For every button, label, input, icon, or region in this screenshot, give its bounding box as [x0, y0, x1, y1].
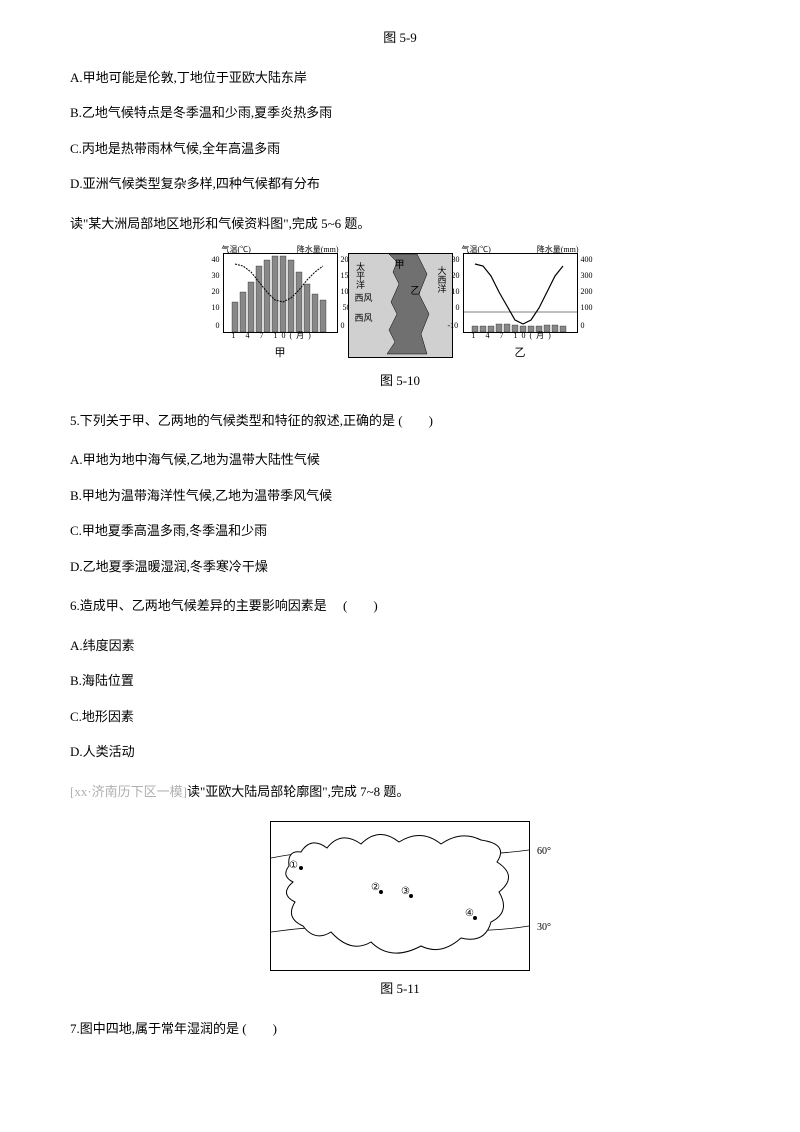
eurasia-map: ① ② ③ ④ 60° 30° — [270, 821, 530, 971]
chart-jia-ls-4: 0 — [216, 320, 220, 332]
chart-yi-ls-4: -10 — [448, 320, 459, 332]
chart-jia-ls-1: 30 — [212, 270, 220, 282]
center-map: 甲 乙 太平洋 大西洋 西风 西风 — [348, 253, 453, 358]
map-lat-60: 60° — [537, 844, 551, 859]
chart-jia-bars — [232, 256, 326, 332]
map-point-label-3: ③ — [401, 884, 410, 899]
chart-jia-rs-4: 0 — [341, 320, 345, 332]
q5-option-d: D.乙地夏季温暖湿润,冬季寒冷干燥 — [70, 557, 730, 577]
chart-yi-rs-4: 0 — [581, 320, 585, 332]
chart-jia-caption: 甲 — [223, 345, 338, 362]
map-label-westwind1: 西风 — [355, 292, 373, 306]
map-point-label-1: ① — [289, 858, 298, 873]
chart-jia-ls-0: 40 — [212, 254, 220, 266]
chart-yi-ls-2: 10 — [452, 286, 460, 298]
chart-yi-rs-0: 400 — [581, 254, 593, 266]
figure-5-11: ① ② ③ ④ 60° 30° — [70, 821, 730, 971]
chart-yi-rs-2: 200 — [581, 286, 593, 298]
q5-option-a: A.甲地为地中海气候,乙地为温带大陆性气候 — [70, 450, 730, 470]
chart-jia-ls-2: 20 — [212, 286, 220, 298]
figure-label-5-9: 图 5-9 — [70, 28, 730, 48]
eurasia-map-svg — [271, 822, 529, 970]
chart-yi-ls-1: 20 — [452, 270, 460, 282]
chart-yi-temp-line — [475, 264, 563, 324]
q4-option-a: A.甲地可能是伦敦,丁地位于亚欧大陆东岸 — [70, 68, 730, 88]
map-label-pacific: 太平洋 — [353, 262, 367, 289]
q7-8-intro-rest: 读"亚欧大陆局部轮廓图",完成 7~8 题。 — [187, 784, 409, 799]
q5-stem: 5.下列关于甲、乙两地的气候类型和特征的叙述,正确的是 ( ) — [70, 411, 730, 431]
figure-5-10-row: 气温(℃) 降水量(mm) 40 30 20 10 0 200 150 100 … — [70, 253, 730, 363]
chart-jia-xticks: 1 4 7 10(月) — [232, 330, 315, 342]
chart-yi-caption: 乙 — [463, 345, 578, 362]
chart-jia-ls-3: 10 — [212, 302, 220, 314]
point-1 — [299, 866, 303, 870]
chart-jia: 气温(℃) 降水量(mm) 40 30 20 10 0 200 150 100 … — [223, 253, 338, 363]
q6-option-d: D.人类活动 — [70, 742, 730, 762]
q5-option-b: B.甲地为温带海洋性气候,乙地为温带季风气候 — [70, 486, 730, 506]
chart-yi: 气温(℃) 降水量(mm) 30 20 10 0 -10 400 300 200… — [463, 253, 578, 363]
chart-yi-rs-3: 100 — [581, 302, 593, 314]
chart-yi-xticks: 1 4 7 10(月) — [472, 330, 555, 342]
q4-option-d: D.亚洲气候类型复杂多样,四种气候都有分布 — [70, 174, 730, 194]
chart-jia-frame: 气温(℃) 降水量(mm) 40 30 20 10 0 200 150 100 … — [223, 253, 338, 333]
q6-option-c: C.地形因素 — [70, 707, 730, 727]
map-lat-30: 30° — [537, 920, 551, 935]
chart-yi-ls-0: 30 — [452, 254, 460, 266]
q7-8-source: [xx·济南历下区一模] — [70, 784, 187, 799]
chart-jia-svg — [224, 254, 337, 332]
q6-option-a: A.纬度因素 — [70, 636, 730, 656]
chart-yi-rs-1: 300 — [581, 270, 593, 282]
figure-label-5-10: 图 5-10 — [70, 371, 730, 391]
map-label-jia: 甲 — [395, 258, 405, 273]
q7-8-intro: [xx·济南历下区一模]读"亚欧大陆局部轮廓图",完成 7~8 题。 — [70, 782, 730, 802]
q4-option-b: B.乙地气候特点是冬季温和少雨,夏季炎热多雨 — [70, 103, 730, 123]
q5-option-c: C.甲地夏季高温多雨,冬季温和少雨 — [70, 521, 730, 541]
chart-yi-ls-3: 0 — [456, 302, 460, 314]
map-point-label-2: ② — [371, 880, 380, 895]
eurasia-outline — [286, 834, 509, 953]
map-label-atlantic: 大西洋 — [434, 266, 448, 293]
q6-stem: 6.造成甲、乙两地气候差异的主要影响因素是 ( ) — [70, 596, 730, 616]
q7-stem: 7.图中四地,属于常年湿润的是 ( ) — [70, 1019, 730, 1039]
chart-yi-frame: 气温(℃) 降水量(mm) 30 20 10 0 -10 400 300 200… — [463, 253, 578, 333]
map-label-yi: 乙 — [411, 284, 421, 299]
q6-option-b: B.海陆位置 — [70, 671, 730, 691]
figure-label-5-11: 图 5-11 — [70, 979, 730, 999]
south-america-shape — [387, 254, 429, 354]
chart-yi-svg — [464, 254, 577, 332]
map-point-label-4: ④ — [465, 906, 474, 921]
map-label-westwind2: 西风 — [355, 312, 373, 326]
q5-6-intro: 读"某大洲局部地区地形和气候资料图",完成 5~6 题。 — [70, 214, 730, 234]
q4-option-c: C.丙地是热带雨林气候,全年高温多雨 — [70, 139, 730, 159]
